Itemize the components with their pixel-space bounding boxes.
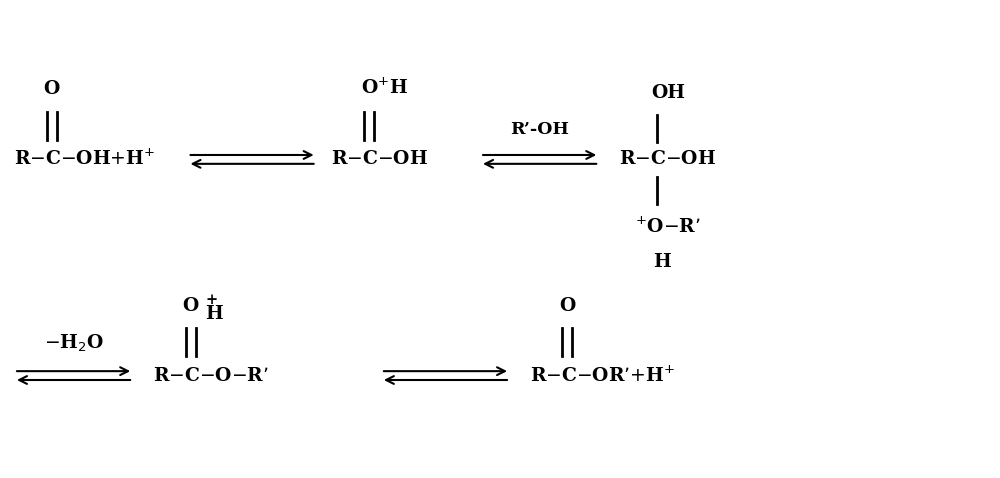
Text: O$^{+}$H: O$^{+}$H: [361, 78, 408, 98]
Text: R$-$C$-$OH: R$-$C$-$OH: [619, 151, 716, 168]
Text: +: +: [205, 293, 218, 307]
Text: R’-OH: R’-OH: [510, 121, 569, 138]
Text: O: O: [183, 297, 199, 315]
Text: OH: OH: [652, 85, 686, 102]
Text: H: H: [653, 253, 671, 271]
Text: H: H: [205, 304, 223, 323]
Text: R$-$C$-$OR’$+$H$^{+}$: R$-$C$-$OR’$+$H$^{+}$: [530, 366, 675, 386]
Text: O: O: [44, 80, 60, 98]
Text: R$-$C$-$OH$+$H$^{+}$: R$-$C$-$OH$+$H$^{+}$: [14, 149, 155, 170]
Text: O: O: [559, 297, 576, 315]
Text: R$-$C$-$O$-$R’: R$-$C$-$O$-$R’: [153, 367, 269, 385]
Text: R$-$C$-$OH: R$-$C$-$OH: [331, 151, 429, 168]
Text: $^{+}$O$-$R’: $^{+}$O$-$R’: [635, 217, 701, 237]
Text: $-$H$_2$O: $-$H$_2$O: [44, 333, 104, 354]
